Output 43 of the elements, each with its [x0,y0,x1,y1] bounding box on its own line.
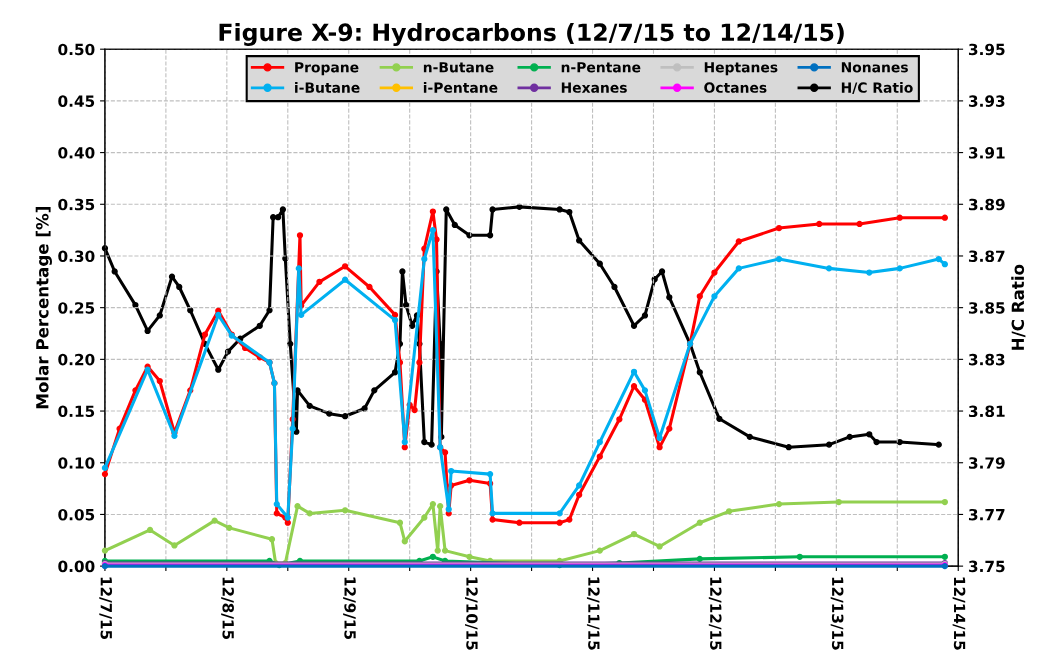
y2-tick-label: 3.83 [968,353,1005,366]
y-tick-label: 0.05 [58,508,95,521]
x-tick-label: 12/12/15 [708,577,722,650]
y-tick-label: 0.35 [58,198,95,211]
legend-label: Heptanes [704,62,778,76]
y-tick-label: 0.10 [58,457,95,469]
legend-label: Octanes [704,82,767,93]
y2-tick-label: 3.81 [968,405,1005,418]
legend-label: Hexanes [561,82,627,93]
y2-axis-title: H/C Ratio [1011,264,1026,350]
legend-label: i-Pentane [423,82,498,93]
y2-tick-label: 3.85 [968,302,1005,314]
y-tick-label: 0.15 [58,405,95,418]
y-tick-label: 0.50 [58,43,95,56]
y2-tick-label: 3.79 [968,457,1005,469]
y-tick-label: 0.25 [58,302,95,314]
y-tick-label: 0.45 [58,95,95,107]
y2-tick-label: 3.89 [968,198,1005,211]
y2-tick-label: 3.91 [968,147,1005,159]
x-tick-label: 12/11/15 [586,577,600,650]
y-axis-title: Molar Percentage [%] [35,207,52,409]
x-tick-label: 12/8/15 [221,577,234,640]
y2-tick-label: 3.95 [968,43,1005,56]
x-tick-label: 12/10/15 [465,577,478,650]
y-tick-label: 0.40 [58,147,95,159]
y2-tick-label: 3.77 [968,508,1005,521]
y-tick-label: 0.20 [58,353,95,366]
y-tick-label: 0.00 [58,560,95,573]
legend-label: i-Butane [295,82,360,93]
y2-tick-label: 3.93 [968,95,1005,107]
y2-tick-label: 3.87 [968,250,1005,262]
x-tick-label: 12/7/15 [99,577,113,640]
chart-title: Figure X-9: Hydrocarbons (12/7/15 to 12/14/15) [219,22,844,46]
x-tick-label: 12/13/15 [830,577,844,650]
legend-label: Propane [295,62,359,76]
legend-label: H/C Ratio [841,82,913,94]
x-tick-label: 12/14/15 [952,577,966,650]
y2-tick-label: 3.75 [968,560,1005,573]
y-tick-label: 0.30 [58,250,95,262]
legend-label: n-Pentane [561,62,641,73]
legend-label: Nonanes [841,62,908,73]
legend-label: n-Butane [423,62,494,73]
x-tick-label: 12/9/15 [343,577,356,640]
